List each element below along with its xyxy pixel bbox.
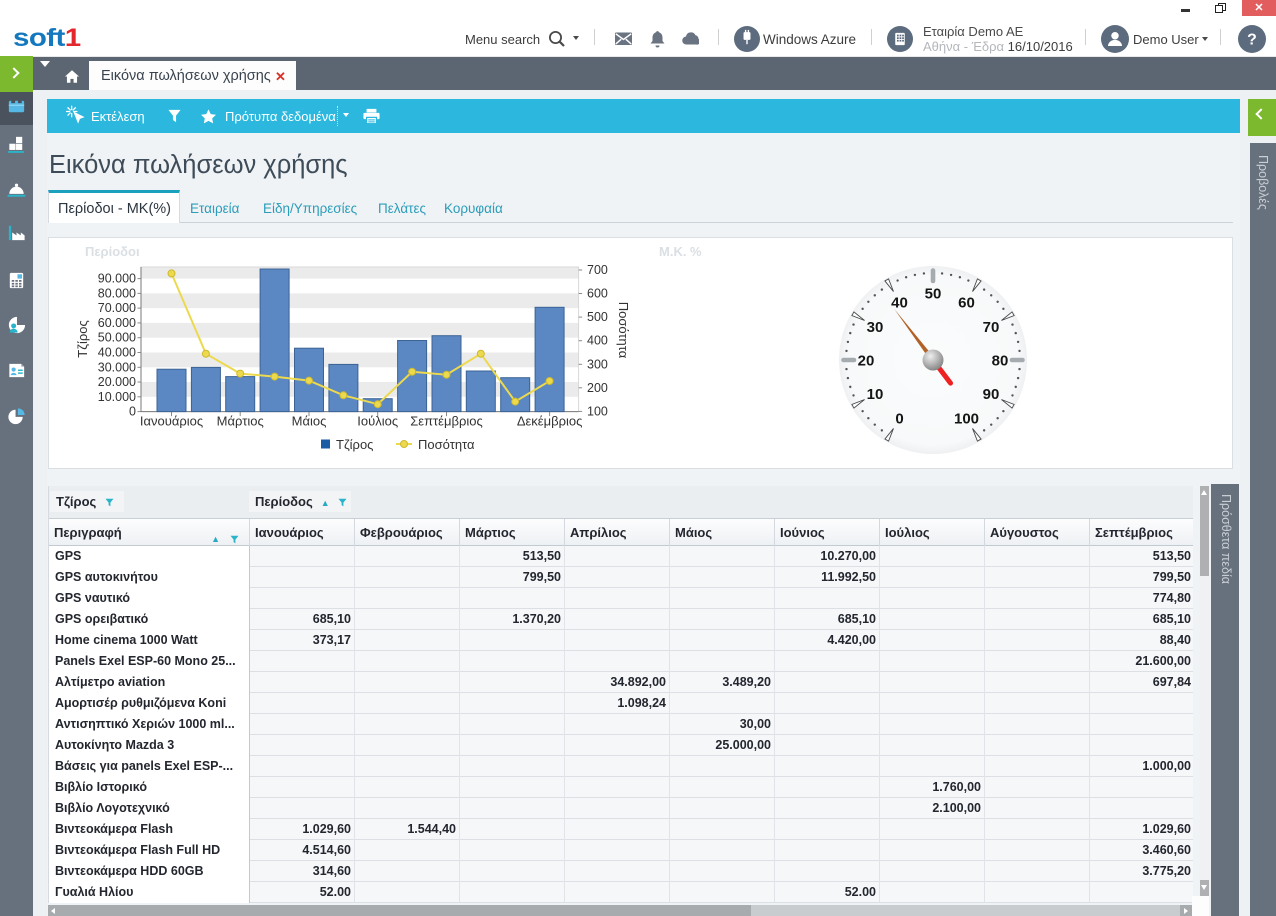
svg-text:Σεπτέμβριος: Σεπτέμβριος [410,414,482,429]
svg-text:Ιανουάριος: Ιανουάριος [140,414,203,429]
svg-text:70: 70 [983,319,1000,336]
svg-text:500: 500 [587,310,608,324]
svg-text:0: 0 [895,411,903,428]
svg-text:40.000: 40.000 [98,346,136,360]
svg-text:Δεκέμβριος: Δεκέμβριος [517,414,583,429]
svg-text:40: 40 [891,294,908,311]
svg-text:60: 60 [958,294,975,311]
svg-text:50.000: 50.000 [98,331,136,345]
svg-text:0: 0 [129,405,136,419]
svg-text:20: 20 [858,353,875,370]
svg-text:30.000: 30.000 [98,360,136,374]
svg-text:Ιούλιος: Ιούλιος [357,414,398,429]
svg-text:90.000: 90.000 [98,272,136,286]
svg-text:200: 200 [587,381,608,395]
svg-text:Μ.Κ. %: Μ.Κ. % [659,244,702,259]
svg-text:700: 700 [587,263,608,277]
svg-text:60.000: 60.000 [98,316,136,330]
svg-text:Τζίρος: Τζίρος [75,320,90,357]
svg-text:600: 600 [587,287,608,301]
svg-text:10.000: 10.000 [98,390,136,404]
svg-text:Τζίρος: Τζίρος [336,437,373,452]
svg-text:30: 30 [867,319,884,336]
svg-text:Μάρτιος: Μάρτιος [217,414,264,429]
svg-text:50: 50 [925,286,942,303]
svg-text:300: 300 [587,357,608,371]
svg-text:400: 400 [587,334,608,348]
svg-text:80: 80 [992,353,1009,370]
svg-text:70.000: 70.000 [98,301,136,315]
svg-text:Ποσότητα: Ποσότητα [418,437,475,452]
svg-text:100: 100 [954,411,979,428]
svg-text:Μάιος: Μάιος [292,414,327,429]
svg-text:Ποσότητα: Ποσότητα [616,302,631,359]
svg-text:90: 90 [983,386,1000,403]
svg-text:Περίοδοι: Περίοδοι [85,244,140,259]
svg-text:100: 100 [587,404,608,418]
svg-text:?: ? [1247,32,1257,49]
svg-text:80.000: 80.000 [98,286,136,300]
svg-text:20.000: 20.000 [98,375,136,389]
svg-text:10: 10 [867,386,884,403]
